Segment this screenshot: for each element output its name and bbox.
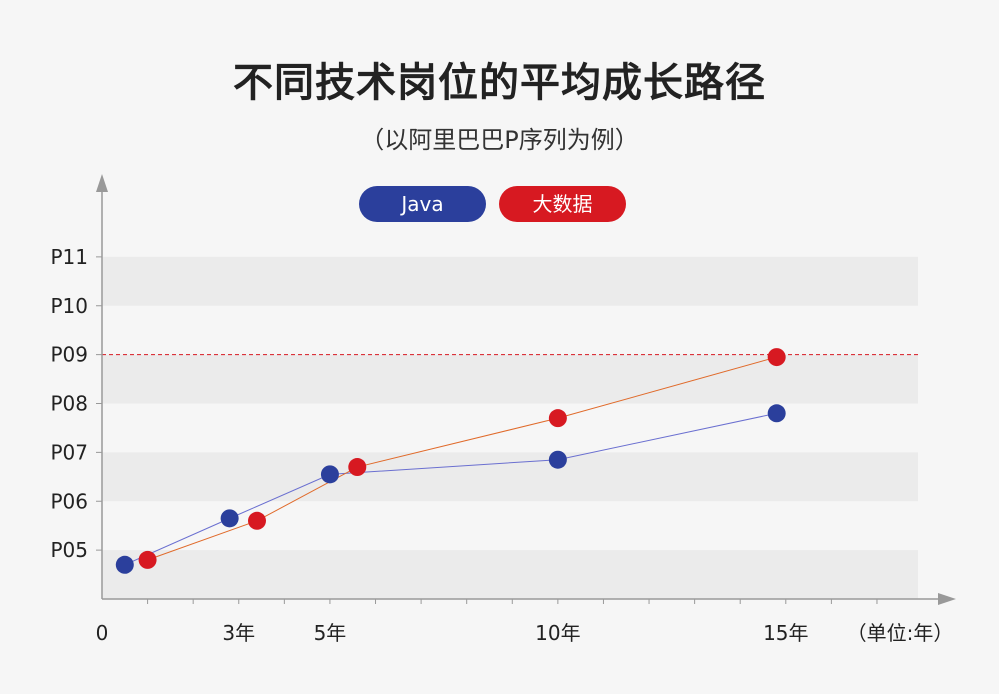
data-point-bigdata bbox=[348, 458, 367, 477]
x-axis-arrow-icon bbox=[938, 593, 956, 605]
x-tick-label: 5年 bbox=[314, 621, 347, 645]
grid-band bbox=[102, 256, 918, 306]
data-point-java bbox=[767, 404, 786, 423]
data-point-bigdata bbox=[767, 348, 786, 367]
y-tick-label: P07 bbox=[50, 440, 88, 464]
grid-band bbox=[102, 354, 918, 404]
chart-title: 不同技术岗位的平均成长路径 bbox=[233, 60, 766, 106]
x-tick-label: 10年 bbox=[535, 621, 580, 645]
data-point-bigdata bbox=[548, 409, 567, 428]
y-tick-label: P10 bbox=[50, 294, 88, 318]
data-point-bigdata bbox=[247, 511, 266, 530]
legend-java: Java bbox=[359, 186, 486, 222]
legend-bigdata: 大数据 bbox=[499, 186, 626, 222]
x-tick-label: 15年 bbox=[763, 621, 808, 645]
x-tick-label: 3年 bbox=[222, 621, 255, 645]
y-tick-label: P09 bbox=[50, 343, 88, 367]
data-point-java bbox=[220, 509, 239, 528]
data-point-java bbox=[115, 555, 134, 574]
grid-band bbox=[102, 452, 918, 502]
y-tick-label: P11 bbox=[50, 245, 88, 269]
x-unit-label: （单位:年） bbox=[847, 621, 954, 645]
data-point-java bbox=[548, 450, 567, 469]
chart-subtitle: （以阿里巴巴P序列为例） bbox=[360, 126, 639, 154]
y-tick-label: P06 bbox=[50, 489, 88, 513]
y-tick-label: P08 bbox=[50, 392, 88, 416]
y-axis-arrow-icon bbox=[96, 174, 108, 192]
grid-band bbox=[102, 550, 918, 599]
y-tick-label: P05 bbox=[50, 538, 88, 562]
data-point-bigdata bbox=[138, 550, 157, 569]
data-point-java bbox=[320, 465, 339, 484]
x-tick-label: 0 bbox=[96, 621, 109, 645]
